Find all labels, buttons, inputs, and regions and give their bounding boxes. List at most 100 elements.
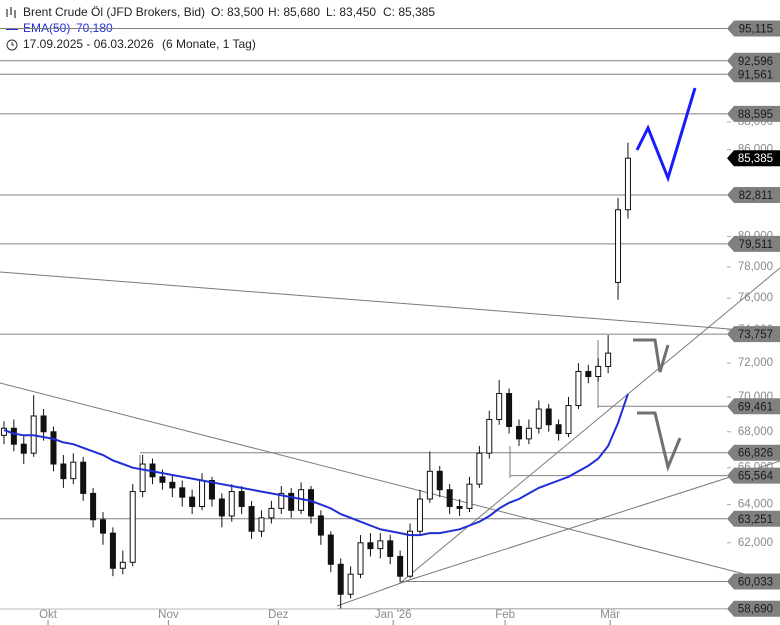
candle-body [496, 393, 503, 420]
candle-body [624, 157, 631, 211]
level-box [727, 186, 780, 203]
level-label: 69,461 [738, 401, 773, 413]
candle-body [248, 506, 255, 532]
candle-body [446, 489, 453, 508]
candle-body [208, 479, 215, 500]
candle-body [50, 431, 57, 465]
candle-body [119, 561, 126, 569]
level-box [727, 66, 780, 83]
candle-body [575, 370, 582, 407]
candle-body [347, 573, 354, 595]
level-label: 95,115 [739, 24, 773, 36]
x-tick-label: Feb [495, 609, 515, 621]
level-label: 60,033 [738, 577, 773, 589]
level-box [727, 20, 780, 37]
x-tick-label: Jan '26 [375, 609, 412, 621]
candle-body [288, 492, 295, 511]
clock-hands [11, 42, 14, 46]
level-label: 79,511 [739, 239, 773, 251]
y-tick-label: 72,000 [738, 357, 773, 369]
candle-body [357, 542, 364, 575]
axis: 62,00064,00066,00068,00070,00072,00074,0… [39, 20, 780, 625]
low: L: 83,450 [326, 5, 376, 19]
candle-body [337, 563, 344, 595]
candle-body [70, 461, 77, 480]
open: O: 83,500 [211, 5, 264, 19]
candle-body [397, 555, 404, 577]
candle-body [506, 393, 513, 427]
x-tick-label: Mär [600, 609, 620, 621]
candle-body [515, 425, 522, 440]
plot [0, 142, 631, 609]
y-tick-label: 78,000 [738, 261, 773, 273]
levels [0, 28, 727, 610]
level-label: 92,596 [738, 56, 773, 68]
candle-body [545, 408, 552, 426]
candle-body [20, 443, 27, 454]
level-box [727, 326, 780, 343]
close: C: 85,385 [383, 5, 435, 19]
candle-body [585, 370, 592, 378]
y-tick-label: 62,000 [738, 537, 773, 549]
candle-body [199, 479, 206, 508]
candle-body [10, 427, 17, 445]
candle-body [416, 498, 423, 532]
chart-icon [6, 7, 16, 18]
candle-body [228, 491, 235, 517]
level-box [727, 235, 780, 252]
level-box [727, 600, 780, 617]
projections [633, 87, 697, 472]
candle-body [268, 507, 275, 519]
last-price-label: 85,385 [738, 153, 773, 165]
candle-body [565, 405, 572, 435]
level-label: 58,690 [738, 604, 773, 616]
last-price-box [727, 150, 780, 167]
span: (6 Monate, 1 Tag) [162, 37, 256, 51]
level-label: 66,826 [738, 448, 773, 460]
candle-body [60, 463, 67, 480]
level-label: 88,595 [738, 109, 773, 121]
candle-body [307, 489, 314, 517]
title: Brent Crude Öl (JFD Brokers, Bid) [23, 5, 205, 19]
candle-body [605, 352, 612, 367]
candle-body [258, 517, 265, 532]
y-tick-label: 64,000 [738, 499, 773, 511]
level-label: 73,757 [738, 329, 773, 341]
level-box [727, 444, 780, 461]
candle-body [129, 491, 136, 563]
level-label: 63,251 [738, 514, 773, 526]
candle-body [317, 515, 324, 536]
candle-body [377, 540, 384, 550]
candle-body [466, 483, 473, 509]
candle-body [169, 481, 176, 489]
candle-body [615, 209, 622, 283]
trend-lines [0, 267, 780, 607]
level-label: 82,811 [739, 190, 773, 202]
candle-body [100, 519, 107, 534]
candle-body [159, 476, 166, 483]
candle-body [179, 487, 186, 498]
candle-body [525, 427, 532, 440]
candle-body [407, 530, 414, 577]
candle-body [278, 492, 285, 509]
candle-body [436, 470, 443, 491]
candle-body [218, 498, 225, 517]
high: H: 85,680 [268, 5, 320, 19]
candle-body [426, 470, 433, 500]
candle-body [476, 452, 483, 485]
level-box [727, 52, 780, 69]
candle-body [327, 534, 334, 565]
level-box [727, 105, 780, 122]
y-tick-label: 76,000 [738, 292, 773, 304]
candle-body [0, 427, 7, 436]
x-tick-label: Dez [268, 609, 289, 621]
level-box [727, 510, 780, 527]
ema-line [3, 393, 629, 537]
candle-body [90, 492, 97, 521]
level-box [727, 398, 780, 415]
candle-body [387, 540, 394, 557]
period: 17.09.2025 - 06.03.2026 [23, 37, 154, 51]
candle-body [109, 532, 116, 569]
x-tick-label: Okt [39, 609, 58, 621]
